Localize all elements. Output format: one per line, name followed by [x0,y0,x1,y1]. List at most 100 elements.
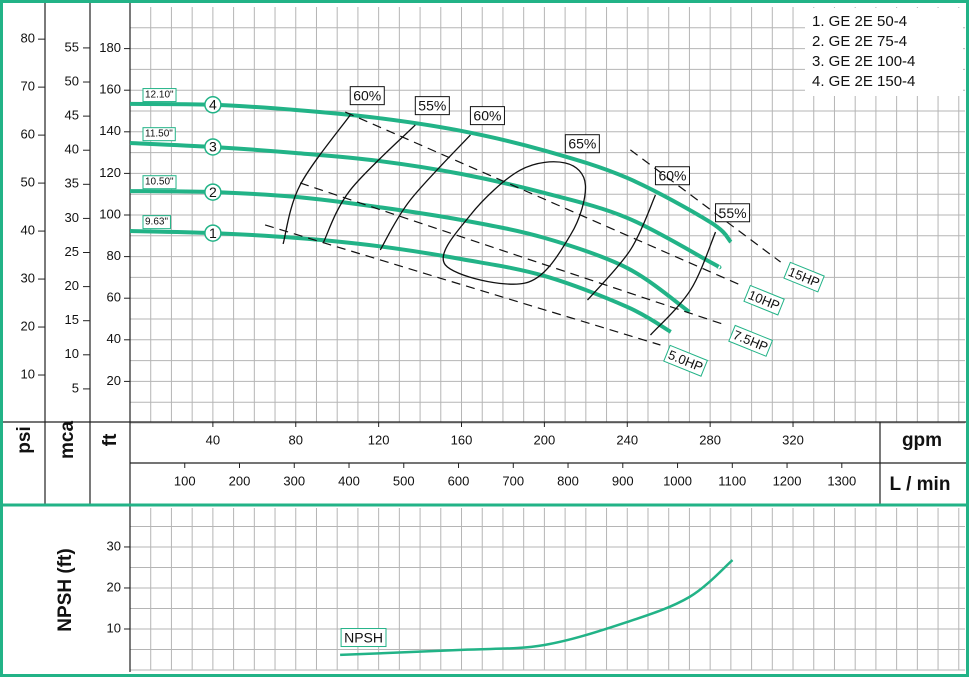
ft-tick-label: 80 [107,248,121,263]
mca-tick-label: 20 [65,278,79,293]
psi-tick-label: 40 [21,223,35,238]
psi-tick-label: 60 [21,127,35,142]
efficiency-label: 60% [473,108,501,124]
mca-tick-label: 15 [65,312,79,327]
lmin-tick-label: 200 [229,473,251,488]
npsh-tick-label: 10 [107,620,121,635]
power-line [630,149,781,263]
label-box [142,175,177,190]
psi-tick-label: 30 [21,270,35,285]
curve-marker [204,183,222,201]
impeller-diameter: 9.63" [145,217,168,228]
label-box [783,261,825,293]
impeller-diameter: 12.10" [145,90,174,101]
gpm-tick-label: 320 [782,432,804,447]
gpm-tick-label: 160 [451,432,473,447]
curve-marker [204,96,222,114]
lmin-axis-title: L / min [890,474,951,495]
curve-marker [204,138,222,156]
efficiency-label: 55% [418,98,446,114]
lmin-tick-label: 300 [283,473,305,488]
pump-curve [129,229,672,334]
label-box [349,86,385,106]
mca-tick-label: 10 [65,346,79,361]
label-box [142,127,176,142]
efficiency-label: 60% [658,168,686,184]
lmin-tick-label: 1300 [827,473,856,488]
legend-entry: 2. GE 2E 75-4 [812,33,907,50]
mca-tick-label: 55 [65,39,79,54]
ft-tick-label: 180 [99,40,121,55]
mca-tick-label: 35 [65,176,79,191]
mca-tick-label: 30 [65,210,79,225]
grid [129,7,965,671]
efficiency-curve [322,124,416,244]
power-line [345,111,741,286]
mca-tick-label: 5 [72,380,79,395]
gpm-tick-label: 120 [368,432,390,447]
ft-tick-label: 100 [99,206,121,221]
impeller-diameter: 10.50" [145,177,174,188]
npsh-label: NPSH [344,630,383,646]
lmin-tick-label: 400 [338,473,360,488]
gpm-axis-title: gpm [902,430,942,451]
label-box [469,106,505,126]
legend-entry: 4. GE 2E 150-4 [812,73,915,90]
mca-tick-label: 25 [65,244,79,259]
label-box [743,284,785,316]
mca-tick-label: 45 [65,108,79,123]
label-box [564,134,600,154]
lmin-tick-label: 500 [393,473,415,488]
npsh-curve [340,559,734,657]
gpm-tick-label: 80 [289,432,303,447]
curve-marker-label: 2 [209,184,217,200]
curve-marker [204,224,222,242]
pump-curve [129,141,722,270]
psi-tick-label: 10 [21,366,35,381]
curve-marker-label: 3 [209,139,217,155]
mca-tick-label: 50 [65,73,79,88]
lmin-tick-label: 800 [557,473,579,488]
efficiency-curve [649,231,717,336]
mca-axis-title: mca [57,421,78,459]
npsh-tick-label: 30 [107,538,121,553]
npsh-axis-title: NPSH (ft) [55,548,76,631]
gpm-tick-label: 240 [616,432,638,447]
legend: 1. GE 2E 50-4 2. GE 2E 75-4 3. GE 2E 100-4… [805,8,963,96]
ft-tick-label: 40 [107,331,121,346]
ft-axis-title: ft [100,433,121,446]
legend-entry: 3. GE 2E 100-4 [812,53,915,70]
label-box [663,344,709,377]
label-box [142,88,177,103]
ft-tick-label: 20 [107,373,121,388]
ft-tick-label: 160 [99,82,121,97]
psi-axis-title: psi [14,426,35,453]
psi-tick-label: 70 [21,79,35,94]
efficiency-curve [586,194,657,301]
psi-tick-label: 80 [21,31,35,46]
efficiency-label: 65% [568,136,596,152]
curve-marker-label: 1 [209,225,217,241]
label-box [340,628,387,648]
lmin-tick-label: 700 [502,473,524,488]
ft-tick-label: 60 [107,290,121,305]
efficiency-curve [282,114,351,245]
label-box [654,166,690,186]
lmin-tick-label: 900 [612,473,634,488]
gpm-tick-label: 280 [699,432,721,447]
efficiency-label: 60% [353,88,381,104]
label-box [728,324,774,357]
impeller-diameter: 11.50" [145,129,173,140]
power-line [299,182,726,326]
pump-curve [129,101,733,244]
gpm-tick-label: 40 [206,432,220,447]
legend-entry: 1. GE 2E 50-4 [812,13,907,30]
curve-marker-label: 4 [209,96,217,112]
gpm-tick-label: 200 [534,432,556,447]
ft-tick-label: 140 [99,123,121,138]
power-line [264,224,661,346]
ft-tick-label: 120 [99,165,121,180]
efficiency-curve [379,134,471,251]
label-box [142,215,171,230]
